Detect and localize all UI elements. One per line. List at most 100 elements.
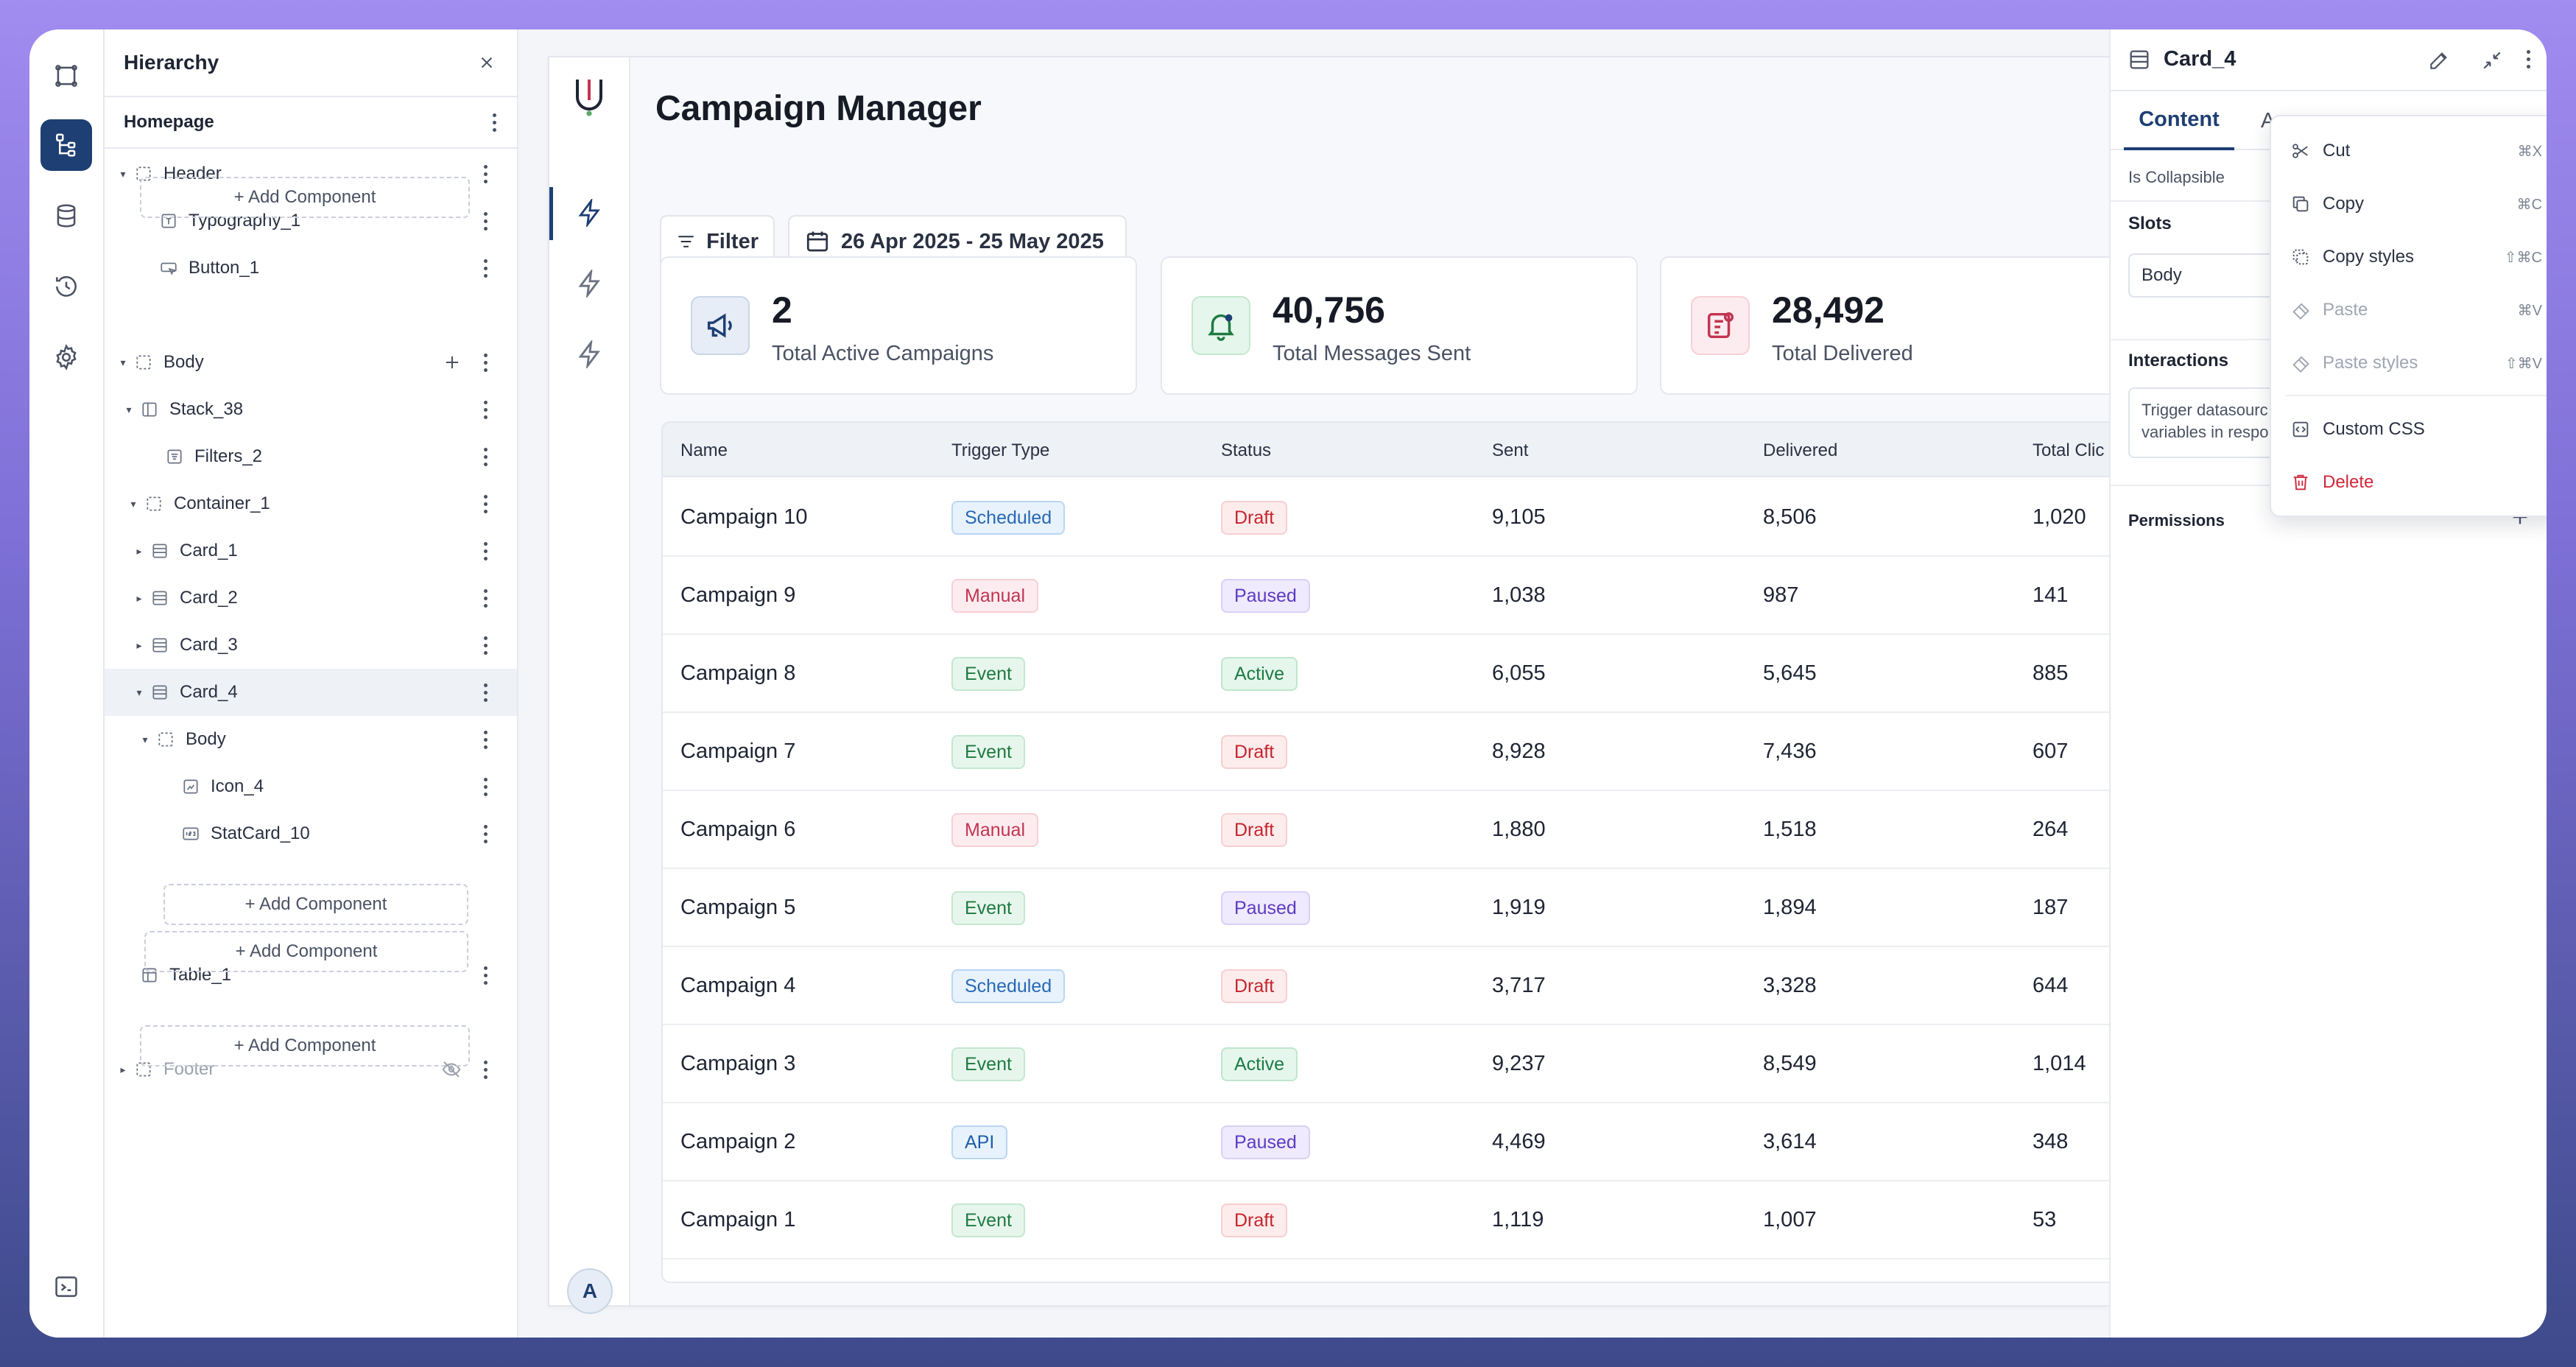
column-header[interactable]: Trigger Type <box>951 440 1050 460</box>
close-icon[interactable] <box>477 53 496 72</box>
plus-icon[interactable] <box>442 352 462 373</box>
more-icon[interactable] <box>483 211 488 231</box>
column-header[interactable]: Total Clic <box>2033 440 2105 460</box>
tab-content[interactable]: Content <box>2124 91 2234 150</box>
interactions-box[interactable]: Trigger datasourc variables in respo <box>2128 387 2349 458</box>
more-icon[interactable] <box>2526 50 2530 68</box>
more-icon[interactable] <box>483 824 488 843</box>
lightning-icon[interactable] <box>576 340 604 368</box>
status-badge: Draft <box>1221 501 1288 535</box>
more-icon[interactable] <box>483 588 488 608</box>
more-icon[interactable] <box>483 1060 488 1079</box>
page-row-homepage[interactable]: Homepage <box>105 97 517 149</box>
expand-toggle-icon[interactable]: ▾ <box>130 497 136 510</box>
collapse-icon[interactable] <box>2480 49 2504 72</box>
expand-toggle-icon[interactable]: ▸ <box>136 591 142 604</box>
menu-item-copy-styles[interactable]: Copy styles ⇧⌘C <box>2271 234 2547 280</box>
tree-node-table_1[interactable]: Table_1 <box>105 952 517 999</box>
more-icon[interactable] <box>483 400 488 419</box>
expand-toggle-icon[interactable]: ▾ <box>126 403 132 415</box>
expand-toggle-icon[interactable]: ▾ <box>120 167 126 180</box>
menu-item-custom-css[interactable]: Custom CSS <box>2271 407 2547 452</box>
slots-select[interactable]: Body <box>2128 253 2349 298</box>
history-tool-button[interactable] <box>41 261 92 312</box>
stat-label: Total Delivered <box>1772 342 1913 365</box>
menu-item-paste-styles[interactable]: Paste styles ⇧⌘V <box>2271 340 2547 386</box>
lightning-icon[interactable] <box>576 270 604 298</box>
tree-node-card_3[interactable]: ▸ Card_3 <box>105 622 517 669</box>
table-row[interactable]: Campaign 6 Manual Draft 1,880 1,518 264 <box>663 791 2192 869</box>
more-icon[interactable] <box>483 636 488 655</box>
add-component-button[interactable]: + Add Component <box>163 884 468 925</box>
delivered-cell: 8,506 <box>1763 505 1817 529</box>
copy-icon <box>2292 196 2309 212</box>
more-icon[interactable] <box>483 164 488 183</box>
lightning-icon[interactable] <box>576 199 604 227</box>
more-icon[interactable] <box>483 259 488 278</box>
more-icon[interactable] <box>483 730 488 749</box>
table-row[interactable]: Campaign 3 Event Active 9,237 8,549 1,014 <box>663 1025 2192 1103</box>
more-icon[interactable] <box>483 494 488 513</box>
expand-toggle-icon[interactable]: ▸ <box>136 639 142 651</box>
tree-node-card_4[interactable]: ▾ Card_4 <box>105 669 517 716</box>
tree-node-button_1[interactable]: Button_1 <box>105 245 517 292</box>
table-row[interactable]: Campaign 7 Event Draft 8,928 7,436 607 <box>663 713 2192 791</box>
more-icon[interactable] <box>492 113 496 132</box>
menu-item-delete[interactable]: Delete <box>2271 460 2547 505</box>
add-component-button[interactable]: + Add Component <box>140 1025 470 1066</box>
expand-toggle-icon[interactable]: ▸ <box>120 1063 126 1075</box>
hierarchy-title: Hierarchy <box>124 51 219 74</box>
table-row[interactable]: Campaign 2 API Paused 4,469 3,614 348 <box>663 1103 2192 1181</box>
clicks-cell: 607 <box>2033 739 2069 763</box>
edit-icon[interactable] <box>2427 49 2451 72</box>
tree-node-card_1[interactable]: ▸ Card_1 <box>105 527 517 574</box>
sent-cell: 1,880 <box>1492 818 1546 841</box>
expand-toggle-icon[interactable]: ▾ <box>142 733 148 745</box>
table-row[interactable]: Campaign 10 Scheduled Draft 9,105 8,506 1,020 <box>663 479 2192 557</box>
table-row[interactable]: Campaign 4 Scheduled Draft 3,717 3,328 644 <box>663 947 2192 1025</box>
more-icon[interactable] <box>483 966 488 985</box>
tree-node-typography_1[interactable]: Typography_1 <box>105 197 517 245</box>
menu-item-paste[interactable]: Paste ⌘V <box>2271 287 2547 333</box>
tree-node-header[interactable]: ▾ Header <box>105 150 517 197</box>
column-header[interactable]: Sent <box>1492 440 1529 460</box>
more-icon[interactable] <box>483 777 488 796</box>
image-icon <box>181 777 200 796</box>
expand-toggle-icon[interactable]: ▸ <box>136 544 142 557</box>
column-header[interactable]: Delivered <box>1763 440 1838 460</box>
tree-node-icon_4[interactable]: Icon_4 <box>105 763 517 810</box>
tree-node-body[interactable]: ▾ Body <box>105 716 517 763</box>
expand-toggle-icon[interactable]: ▾ <box>120 356 126 368</box>
tree-node-card_2[interactable]: ▸ Card_2 <box>105 574 517 622</box>
console-tool-button[interactable] <box>41 1261 92 1312</box>
tree-node-filters_2[interactable]: Filters_2 <box>105 433 517 480</box>
tree-node-body[interactable]: ▾ Body <box>105 339 517 386</box>
table-row[interactable]: Campaign 9 Manual Paused 1,038 987 141 <box>663 557 2192 635</box>
tree-node-stack_38[interactable]: ▾ Stack_38 <box>105 386 517 433</box>
column-header[interactable]: Name <box>680 440 728 460</box>
app-main: Campaign Manager Filter 26 Apr 2025 - 25… <box>630 57 2193 1305</box>
add-component-button[interactable]: + Add Component <box>140 177 470 218</box>
tree-node-footer[interactable]: ▸ Footer <box>105 1046 517 1093</box>
column-header[interactable]: Status <box>1221 440 1272 460</box>
table-row[interactable]: Campaign 1 Event Draft 1,119 1,007 53 <box>663 1181 2192 1259</box>
settings-tool-button[interactable] <box>41 331 92 383</box>
more-icon[interactable] <box>483 541 488 560</box>
table-row[interactable]: Campaign 8 Event Active 6,055 5,645 885 <box>663 635 2192 713</box>
more-icon[interactable] <box>483 683 488 702</box>
table-row[interactable]: Campaign 5 Event Paused 1,919 1,894 187 <box>663 869 2192 947</box>
menu-item-cut[interactable]: Cut ⌘X <box>2271 128 2547 174</box>
database-tool-button[interactable] <box>41 190 92 242</box>
more-icon[interactable] <box>483 353 488 372</box>
frame-tool-button[interactable] <box>41 50 92 102</box>
permissions-label: Permissions <box>2128 511 2225 530</box>
avatar[interactable]: A <box>567 1268 613 1314</box>
delivered-cell: 8,549 <box>1763 1052 1817 1075</box>
add-component-button[interactable]: + Add Component <box>144 931 468 972</box>
expand-toggle-icon[interactable]: ▾ <box>136 686 142 698</box>
hierarchy-tool-button[interactable] <box>41 119 92 171</box>
menu-item-copy[interactable]: Copy ⌘C <box>2271 181 2547 227</box>
tree-node-statcard_10[interactable]: StatCard_10 <box>105 810 517 857</box>
more-icon[interactable] <box>483 447 488 466</box>
tree-node-container_1[interactable]: ▾ Container_1 <box>105 480 517 527</box>
